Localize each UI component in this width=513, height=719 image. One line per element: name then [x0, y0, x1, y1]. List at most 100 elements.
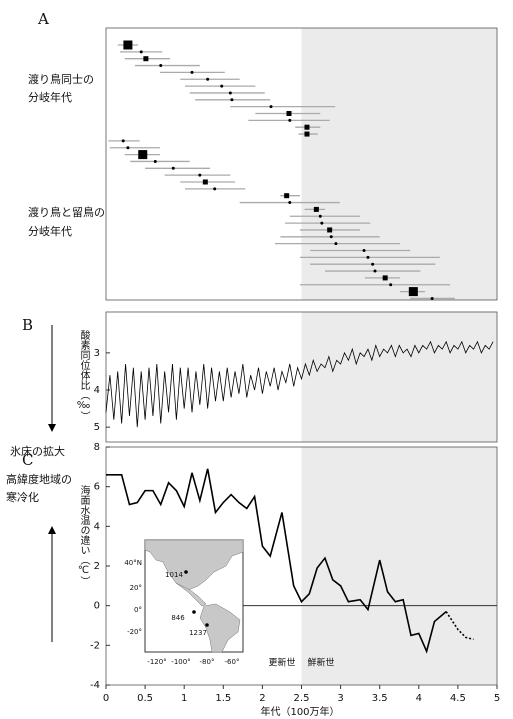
site-marker — [184, 570, 188, 574]
lat-label: -20° — [127, 628, 142, 636]
group-label: 渡り鳥同士の — [28, 72, 94, 86]
shaded-region — [301, 312, 497, 442]
age-point — [206, 77, 210, 81]
y-axis-label: 海面水温の違い（℃） — [78, 484, 90, 586]
x-axis-label: 年代（100万年） — [260, 705, 339, 718]
age-point — [228, 91, 232, 95]
panel-letter: B — [22, 316, 33, 334]
site-marker — [192, 610, 196, 614]
age-point — [334, 242, 338, 246]
x-tick-label: 4.5 — [450, 693, 466, 704]
age-point — [327, 227, 333, 233]
age-point — [213, 187, 217, 191]
age-point — [318, 214, 322, 218]
panel-frame — [105, 27, 498, 301]
age-point — [220, 84, 224, 88]
y-tick-label: -4 — [90, 680, 100, 691]
age-point — [320, 221, 324, 225]
x-tick-label: 5 — [494, 693, 500, 704]
annotation: 高緯度地域の — [6, 472, 72, 486]
land — [144, 539, 244, 591]
lon-label: -60° — [225, 658, 240, 666]
y-tick-label: 2 — [94, 561, 100, 572]
age-point — [123, 40, 133, 50]
age-point — [121, 139, 125, 143]
age-point — [143, 56, 149, 62]
land — [199, 603, 241, 653]
age-point — [313, 206, 319, 212]
y-tick-label: 4 — [94, 385, 100, 396]
age-point — [373, 269, 377, 273]
x-tick-label: 0.5 — [137, 693, 153, 704]
x-tick-label: 2.5 — [294, 693, 310, 704]
y-tick-label: 3 — [94, 348, 100, 359]
age-point — [329, 235, 333, 239]
group-label: 渡り鳥と留鳥の — [28, 205, 105, 219]
age-point — [284, 193, 290, 199]
age-point — [362, 249, 366, 252]
y-tick-label: 6 — [94, 482, 100, 493]
age-point — [139, 50, 143, 54]
panel-letter: A — [37, 10, 49, 28]
group-label: 分岐年代 — [28, 90, 72, 104]
x-tick-label: 3.5 — [372, 693, 388, 704]
age-point — [288, 118, 292, 122]
age-point — [304, 124, 310, 130]
age-point — [286, 111, 292, 116]
age-point — [230, 98, 234, 102]
epoch-label: 更新世 — [268, 657, 295, 669]
shaded-region — [301, 447, 497, 685]
age-point — [171, 166, 175, 170]
y-tick-label: 4 — [94, 521, 100, 532]
age-point — [382, 275, 388, 281]
age-point — [202, 179, 208, 185]
age-point — [408, 287, 418, 297]
site-marker — [205, 623, 209, 627]
age-point — [371, 262, 375, 266]
isotope-line — [105, 340, 494, 428]
epoch-label: 鮮新世 — [308, 657, 335, 669]
x-tick-label: 1.5 — [215, 693, 231, 704]
lat-label: 40°N — [124, 559, 142, 567]
age-point — [430, 296, 434, 300]
age-point — [138, 150, 148, 160]
age-point — [198, 173, 202, 177]
y-tick-label: 5 — [94, 422, 100, 433]
age-point — [126, 146, 130, 150]
map-inset: 40°N 20° 0° -20° -120° -100° -80° -60° 1014 846 12… — [124, 539, 244, 666]
y-tick-label: 0 — [94, 601, 100, 612]
panel-letter: C — [22, 451, 33, 469]
lon-label: -120° — [147, 658, 166, 666]
age-point — [366, 255, 370, 259]
age-point — [389, 283, 393, 287]
age-point — [153, 159, 157, 163]
temperature-line — [106, 468, 447, 654]
shaded-region — [301, 28, 497, 300]
age-point — [190, 70, 194, 74]
x-tick-label: 4 — [416, 693, 422, 704]
annotation: 寒冷化 — [6, 490, 39, 504]
y-tick-label: 8 — [94, 442, 100, 453]
x-tick-label: 3 — [337, 693, 343, 704]
age-point — [288, 201, 292, 205]
x-tick-label: 0 — [103, 693, 109, 704]
panel-frame — [105, 311, 498, 443]
y-axis-label: 酸素同位体比（‰） — [77, 329, 90, 421]
age-point — [159, 64, 163, 68]
age-point — [269, 105, 273, 109]
group-label: 分岐年代 — [28, 224, 72, 238]
annotation: 氷床の拡大 — [10, 444, 65, 458]
lon-label: -100° — [171, 658, 190, 666]
age-point — [304, 131, 310, 137]
lon-label: -80° — [200, 658, 215, 666]
site-label: 846 — [171, 614, 185, 622]
site-label: 1237 — [189, 629, 207, 637]
x-tick-label: 1 — [181, 693, 187, 704]
land — [175, 582, 207, 607]
site-label: 1014 — [165, 571, 183, 579]
x-tick-label: 2 — [259, 693, 265, 704]
y-tick-label: -2 — [90, 640, 100, 651]
temperature-line — [445, 611, 474, 641]
lat-label: 20° — [130, 584, 142, 592]
